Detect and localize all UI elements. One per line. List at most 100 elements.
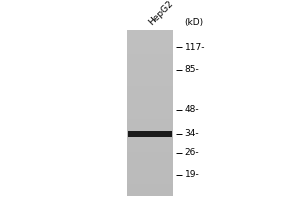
Bar bbox=[127, 57, 173, 58]
Bar bbox=[127, 138, 173, 139]
Bar bbox=[127, 108, 173, 109]
Bar bbox=[127, 135, 173, 136]
Bar bbox=[127, 109, 173, 110]
Bar bbox=[127, 120, 173, 121]
Bar bbox=[127, 195, 173, 196]
Bar bbox=[127, 64, 173, 65]
Bar bbox=[127, 192, 173, 193]
Bar bbox=[127, 106, 173, 107]
Bar bbox=[127, 33, 173, 34]
Bar bbox=[127, 167, 173, 168]
Bar bbox=[127, 75, 173, 76]
Bar bbox=[127, 115, 173, 116]
Bar bbox=[127, 89, 173, 90]
Bar bbox=[127, 147, 173, 148]
Bar bbox=[127, 122, 173, 123]
Bar bbox=[127, 124, 173, 125]
Bar bbox=[127, 49, 173, 50]
Bar bbox=[127, 145, 173, 146]
Bar bbox=[127, 72, 173, 73]
Bar bbox=[127, 178, 173, 179]
Bar bbox=[127, 78, 173, 79]
Bar bbox=[127, 96, 173, 97]
Text: 85-: 85- bbox=[184, 65, 199, 74]
Bar bbox=[127, 85, 173, 86]
Bar bbox=[127, 130, 173, 131]
Bar bbox=[127, 59, 173, 60]
Text: 48-: 48- bbox=[184, 105, 199, 114]
Bar bbox=[127, 43, 173, 44]
Bar bbox=[127, 177, 173, 178]
Bar bbox=[127, 80, 173, 81]
Bar bbox=[127, 73, 173, 74]
Bar bbox=[127, 162, 173, 163]
Bar bbox=[127, 123, 173, 124]
Bar bbox=[127, 153, 173, 154]
Bar bbox=[127, 131, 173, 132]
Bar bbox=[127, 166, 173, 167]
Bar bbox=[127, 182, 173, 183]
Bar bbox=[127, 193, 173, 194]
Bar bbox=[127, 111, 173, 112]
Bar bbox=[127, 176, 173, 177]
Bar bbox=[127, 127, 173, 128]
Bar bbox=[127, 103, 173, 104]
Bar bbox=[127, 86, 173, 87]
Bar bbox=[127, 158, 173, 159]
Text: 34-: 34- bbox=[184, 129, 199, 138]
Bar bbox=[127, 99, 173, 100]
Bar bbox=[127, 184, 173, 185]
Bar bbox=[127, 39, 173, 40]
Bar bbox=[127, 161, 173, 162]
Bar bbox=[127, 32, 173, 33]
Bar bbox=[127, 189, 173, 190]
Bar bbox=[127, 74, 173, 75]
Bar bbox=[127, 114, 173, 115]
Bar bbox=[127, 102, 173, 103]
Bar bbox=[127, 46, 173, 47]
Bar bbox=[127, 95, 173, 96]
Bar bbox=[127, 70, 173, 71]
Bar bbox=[127, 194, 173, 195]
Bar bbox=[127, 190, 173, 191]
Bar bbox=[127, 77, 173, 78]
Text: 117-: 117- bbox=[184, 43, 205, 52]
Bar bbox=[127, 148, 173, 149]
Bar bbox=[127, 174, 173, 175]
Bar bbox=[127, 84, 173, 85]
Bar bbox=[127, 183, 173, 184]
Bar bbox=[127, 187, 173, 188]
Bar bbox=[127, 40, 173, 41]
Bar bbox=[127, 105, 173, 106]
Bar bbox=[127, 142, 173, 143]
Bar bbox=[127, 52, 173, 53]
Bar bbox=[128, 131, 172, 137]
Bar bbox=[127, 91, 173, 92]
Bar bbox=[127, 126, 173, 127]
Bar bbox=[127, 54, 173, 55]
Bar bbox=[127, 146, 173, 147]
Bar bbox=[127, 35, 173, 36]
Bar bbox=[127, 41, 173, 42]
Bar bbox=[127, 125, 173, 126]
Bar bbox=[127, 94, 173, 95]
Bar bbox=[127, 160, 173, 161]
Text: HepG2: HepG2 bbox=[146, 0, 175, 27]
Bar bbox=[127, 155, 173, 156]
Text: 19-: 19- bbox=[184, 170, 199, 179]
Bar bbox=[127, 119, 173, 120]
Bar bbox=[127, 172, 173, 173]
Bar bbox=[127, 88, 173, 89]
Bar bbox=[127, 101, 173, 102]
Bar bbox=[127, 66, 173, 67]
Bar bbox=[127, 61, 173, 62]
Bar bbox=[127, 34, 173, 35]
Bar bbox=[127, 159, 173, 160]
Bar bbox=[127, 141, 173, 142]
Bar bbox=[127, 136, 173, 137]
Bar bbox=[127, 118, 173, 119]
Text: (kD): (kD) bbox=[184, 18, 204, 27]
Bar bbox=[127, 30, 173, 31]
Bar bbox=[127, 132, 173, 133]
Bar bbox=[127, 117, 173, 118]
